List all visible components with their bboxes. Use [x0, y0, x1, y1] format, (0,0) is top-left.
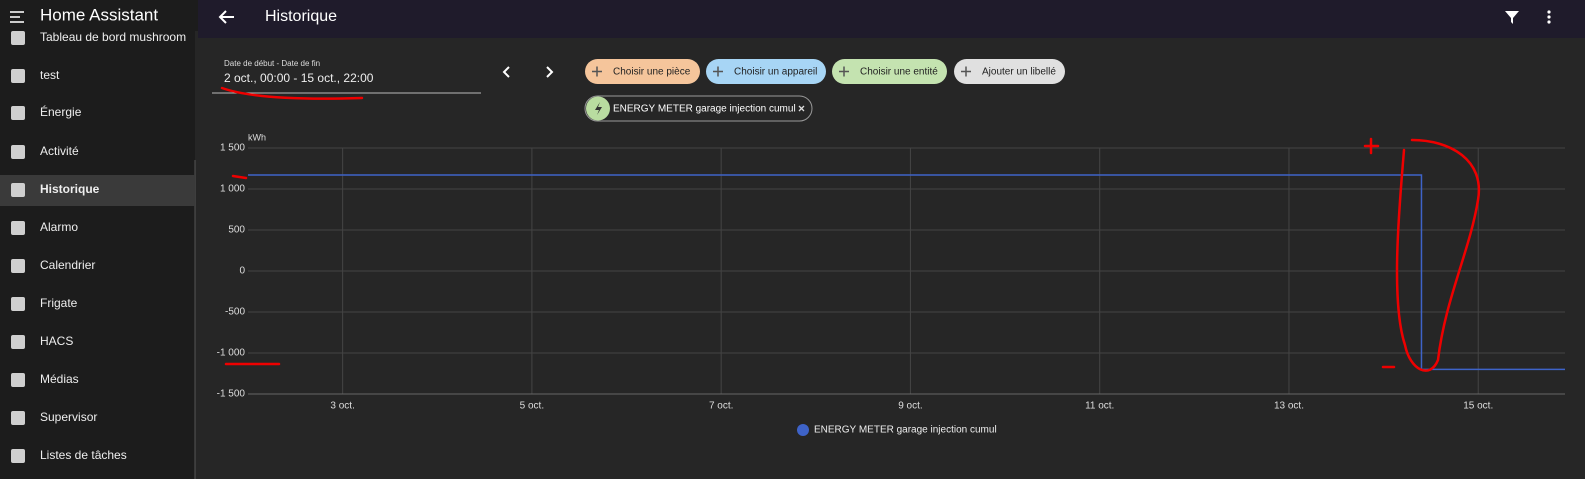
sidebar-item[interactable]: Listes de tâches [40, 448, 127, 462]
y-tick-label: 0 [239, 266, 245, 277]
sidebar-item[interactable]: Tableau de bord mushroom [40, 30, 186, 44]
x-tick-label: 9 oct. [898, 401, 922, 412]
y-tick-label: -1 000 [217, 348, 246, 359]
y-tick-label: 1 000 [220, 184, 245, 195]
menu-icon[interactable] [10, 11, 24, 23]
plus-icon [592, 66, 602, 77]
filter-chip-label: Ajouter un libellé [982, 67, 1056, 78]
bolt-icon [595, 102, 602, 115]
sidebar-icon [11, 335, 25, 349]
sidebar-icon [11, 297, 25, 311]
sidebar-item[interactable]: Frigate [40, 296, 78, 310]
filter-chip-label: Choisir un appareil [734, 67, 817, 78]
sidebar-icon [11, 411, 25, 425]
date-label: Date de début - Date de fin [224, 59, 320, 68]
date-range[interactable]: 2 oct., 00:00 - 15 oct., 22:00 [224, 71, 374, 85]
sidebar [0, 0, 195, 479]
entity-chip-label: ENERGY METER garage injection cumul [613, 104, 796, 115]
entity-remove[interactable] [798, 105, 805, 112]
y-axis-title: kWh [248, 132, 266, 142]
plus-icon [713, 66, 723, 77]
plus-icon [839, 66, 849, 77]
x-tick-label: 5 oct. [520, 401, 544, 412]
x-tick-label: 7 oct. [709, 401, 733, 412]
back-button[interactable] [218, 10, 234, 24]
plot: -1 500 -1 000 -500 0 500 1 000 1 500 3 oct. 5 oc… [217, 143, 1565, 436]
filter-chip[interactable] [954, 59, 1065, 84]
sidebar-icon [11, 145, 25, 159]
y-tick-label: -500 [225, 307, 245, 318]
y-tick-label: 500 [228, 225, 245, 236]
x-tick-label: 3 oct. [330, 401, 354, 412]
sidebar-item[interactable]: Médias [40, 372, 79, 386]
sidebar-item[interactable]: Énergie [40, 104, 82, 119]
series-line [248, 174, 1565, 371]
sidebar-icon [11, 449, 25, 463]
legend-swatch[interactable] [797, 424, 809, 436]
app-title: Home Assistant [40, 5, 158, 24]
sidebar-icon [11, 183, 25, 197]
filter-clear-button[interactable] [1505, 11, 1519, 24]
page-title: Historique [265, 8, 337, 25]
prev-button[interactable] [502, 66, 510, 78]
sidebar-items: Tableau de bord mushroom test Énergie Activ… [11, 30, 186, 463]
filter-chip[interactable] [585, 59, 700, 84]
annotation [220, 86, 1481, 372]
legend-label[interactable]: ENERGY METER garage injection cumul [814, 425, 997, 436]
filter-chip-label: Choisir une pièce [613, 67, 691, 78]
sidebar-icon [11, 373, 25, 387]
sidebar-item[interactable]: test [40, 68, 60, 82]
sidebar-icon [11, 31, 25, 45]
sidebar-item[interactable]: Calendrier [40, 258, 95, 272]
filter-chip[interactable] [832, 59, 947, 84]
y-tick-label: -1 500 [217, 389, 246, 400]
sidebar-item[interactable]: Supervisor [40, 410, 97, 424]
sidebar-icon [11, 69, 25, 83]
sidebar-item[interactable]: Activité [40, 144, 79, 158]
sidebar-icon [11, 221, 25, 235]
x-tick-label: 11 oct. [1085, 401, 1114, 412]
filter-chips: Choisir une pièce Choisir un appareil Choi… [585, 59, 1065, 84]
filter-chip[interactable] [706, 59, 826, 84]
plus-icon [961, 66, 971, 77]
y-tick-label: 1 500 [220, 143, 245, 154]
sidebar-item[interactable]: HACS [40, 334, 73, 348]
sidebar-icon [11, 106, 25, 120]
entity-chip[interactable] [584, 95, 813, 122]
x-tick-label: 13 oct. [1274, 401, 1304, 412]
x-tick-label: 15 oct. [1463, 401, 1493, 412]
next-button[interactable] [546, 66, 554, 78]
more-button[interactable] [1547, 10, 1551, 24]
filter-chip-label: Choisir une entité [860, 67, 938, 78]
top-bar [198, 0, 1585, 38]
sidebar-icon [11, 259, 25, 273]
sidebar-item[interactable]: Alarmo [40, 220, 78, 234]
sidebar-active [0, 175, 195, 206]
sidebar-item[interactable]: Historique [40, 182, 100, 196]
sidebar-header [0, 0, 198, 31]
